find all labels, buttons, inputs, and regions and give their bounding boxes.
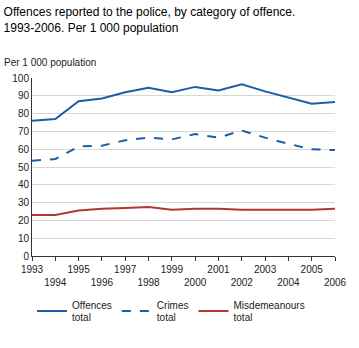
svg-text:Crimestotal: Crimestotal	[157, 300, 189, 324]
svg-text:2004: 2004	[277, 277, 300, 288]
svg-text:1995: 1995	[67, 264, 90, 275]
svg-text:Per 1 000 population: Per 1 000 population	[4, 57, 96, 68]
svg-text:Offences reported to the polic: Offences reported to the police, by cate…	[4, 5, 296, 35]
svg-text:10: 10	[18, 233, 30, 244]
svg-text:2005: 2005	[301, 264, 324, 275]
svg-text:2002: 2002	[231, 277, 254, 288]
svg-text:60: 60	[18, 144, 30, 155]
svg-text:20: 20	[18, 215, 30, 226]
svg-text:40: 40	[18, 179, 30, 190]
svg-text:0: 0	[23, 251, 29, 262]
svg-text:1998: 1998	[137, 277, 160, 288]
svg-text:70: 70	[18, 126, 30, 137]
svg-text:1997: 1997	[114, 264, 137, 275]
svg-text:100: 100	[12, 73, 29, 84]
svg-text:1996: 1996	[91, 277, 114, 288]
svg-text:Offencestotal: Offencestotal	[72, 300, 112, 324]
svg-text:50: 50	[18, 162, 30, 173]
svg-text:1993: 1993	[21, 264, 44, 275]
svg-text:2001: 2001	[207, 264, 230, 275]
svg-text:1994: 1994	[44, 277, 67, 288]
svg-text:2003: 2003	[254, 264, 277, 275]
svg-text:90: 90	[18, 90, 30, 101]
svg-text:80: 80	[18, 108, 30, 119]
svg-text:30: 30	[18, 197, 30, 208]
svg-text:2006: 2006	[324, 277, 347, 288]
svg-text:2000: 2000	[184, 277, 207, 288]
svg-text:1999: 1999	[161, 264, 184, 275]
svg-text:Misdemeanourstotal: Misdemeanourstotal	[234, 300, 305, 324]
